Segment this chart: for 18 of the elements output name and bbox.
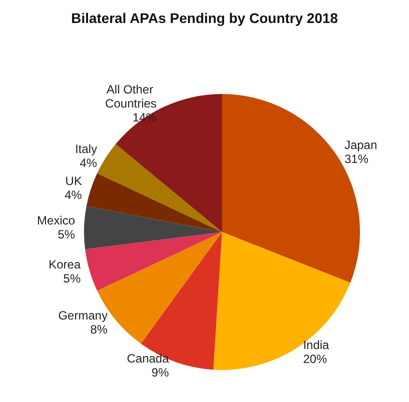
slice-label: All Other Countries [105,82,157,111]
data-label: 5% [58,228,76,242]
data-label: 20% [303,352,328,366]
slice-label: Canada [126,352,170,366]
slice-label: Korea [48,258,81,272]
chart-title: Bilateral APAs Pending by Country 2018 [71,10,338,26]
slice-label: Germany [58,308,108,323]
slice-label: Japan [344,138,378,152]
slice-label: Italy [75,142,98,156]
data-label: 4% [64,188,82,202]
slice-label: India [303,338,330,352]
slice-label: UK [65,174,82,188]
data-label: 8% [90,322,108,337]
data-label: 4% [80,156,98,170]
data-label: 9% [152,366,170,380]
slice-label: Mexico [37,214,76,228]
data-label: 5% [63,272,81,286]
data-label: 31% [344,152,369,166]
